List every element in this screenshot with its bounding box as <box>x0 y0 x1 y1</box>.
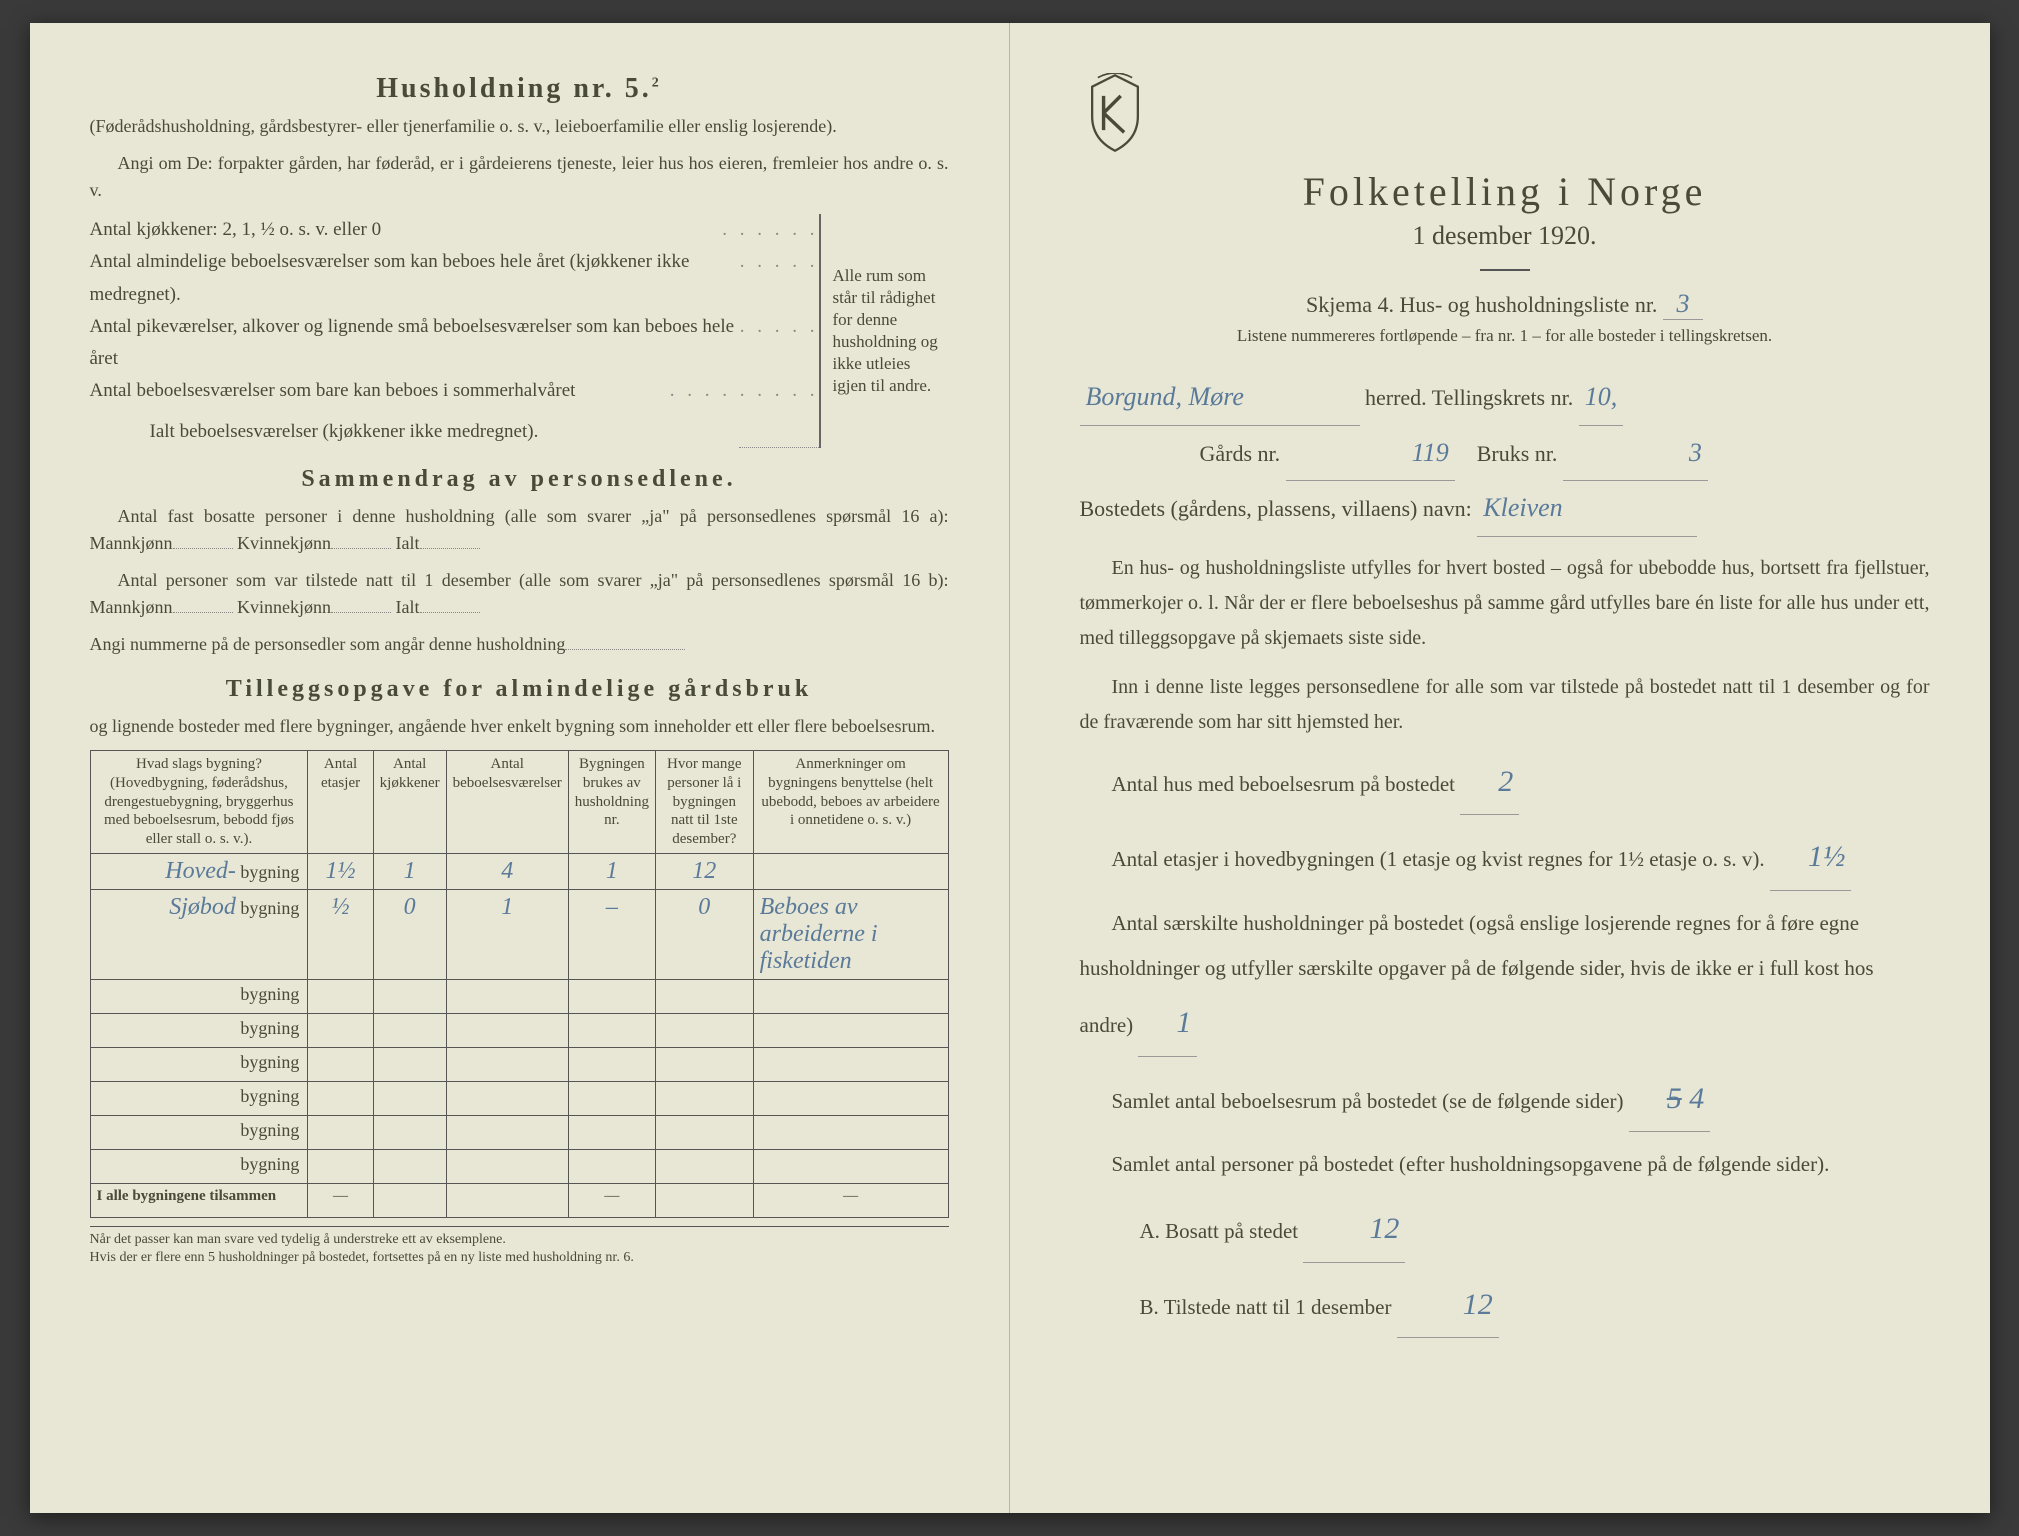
rooms-group: Antal kjøkkener: 2, 1, ½ o. s. v. eller … <box>90 214 949 448</box>
th-1: Antal etasjer <box>308 751 373 854</box>
heading-text: Husholdning nr. 5. <box>376 73 652 104</box>
summary1c: Ialt <box>396 533 420 553</box>
table-row: bygning <box>90 1081 948 1115</box>
gards-line: Gårds nr. 119 Bruks nr. 3 <box>1080 426 1930 482</box>
left-page: Husholdning nr. 5.2 (Føderådshusholdning… <box>30 23 1010 1513</box>
summary1b: Kvinnekjønn <box>237 533 331 553</box>
schema-note: Listene nummereres fortløpende – fra nr.… <box>1080 326 1930 346</box>
a1: 2 <box>1460 750 1519 816</box>
rooms-total: Ialt beboelsesværelser (kjøkkener ikke m… <box>90 416 739 448</box>
qA: A. Bosatt på stedet 12 <box>1080 1197 1930 1263</box>
para2: Angi om De: forpakter gården, har føderå… <box>90 150 949 204</box>
gards-nr: 119 <box>1286 426 1455 482</box>
summary1a: Antal fast bosatte personer i denne hush… <box>90 506 949 553</box>
th-3: Antal beboelsesværelser <box>446 751 568 854</box>
kitchens-label: Antal kjøkkener: 2, 1, ½ o. s. v. eller … <box>90 214 723 246</box>
bosted-value: Kleiven <box>1477 481 1697 537</box>
table-row: bygning <box>90 1115 948 1149</box>
a4: 5 4 <box>1629 1067 1711 1133</box>
left-heading: Husholdning nr. 5.2 <box>90 73 949 105</box>
rooms2: Antal pikeværelser, alkover og lignende … <box>90 311 740 376</box>
a2: 1½ <box>1770 825 1852 891</box>
summary2b: Kvinnekjønn <box>237 597 331 617</box>
table-header-row: Hvad slags bygning? (Hovedbygning, føder… <box>90 751 948 854</box>
schema-nr: 3 <box>1663 289 1703 320</box>
summary2c: Ialt <box>396 597 420 617</box>
aA: 12 <box>1303 1197 1405 1263</box>
q1: Antal hus med beboelsesrum på bostedet 2 <box>1080 750 1930 816</box>
table-row: bygning <box>90 1149 948 1183</box>
th-5: Hvor mange personer lå i bygningen natt … <box>655 751 753 854</box>
aB: 12 <box>1397 1273 1499 1339</box>
q3: Antal særskilte husholdninger på bostede… <box>1080 901 1930 1057</box>
summary-numbers: Angi nummerne på de personsedler som ang… <box>90 631 949 658</box>
instructions-2: Inn i denne liste legges personsedlene f… <box>1080 670 1930 740</box>
coat-of-arms-icon <box>1080 73 1150 153</box>
brace-note: Alle rum som står til rådighet for denne… <box>819 214 949 448</box>
heading-sup: 2 <box>652 76 662 91</box>
th-2: Antal kjøkkener <box>373 751 446 854</box>
q4: Samlet antal beboelsesrum på bostedet (s… <box>1080 1067 1930 1133</box>
th-6: Anmerkninger om bygningens benyttelse (h… <box>753 751 948 854</box>
q5: Samlet antal personer på bostedet (efter… <box>1080 1142 1930 1187</box>
herred-value: Borgund, Møre <box>1080 370 1360 426</box>
qB: B. Tilstede natt til 1 desember 12 <box>1080 1273 1930 1339</box>
a3: 1 <box>1138 991 1197 1057</box>
divider <box>1480 269 1530 271</box>
building-table: Hvad slags bygning? (Hovedbygning, føder… <box>90 750 949 1218</box>
tillegg-sub: og lignende bosteder med flere bygninger… <box>90 713 949 740</box>
para1: (Føderådshusholdning, gårdsbestyrer- ell… <box>90 113 949 140</box>
document-spread: Husholdning nr. 5.2 (Føderådshusholdning… <box>30 23 1990 1513</box>
right-page: Folketelling i Norge 1 desember 1920. Sk… <box>1010 23 1990 1513</box>
summary-block2: Antal personer som var tilstede natt til… <box>90 567 949 621</box>
bruks-nr: 3 <box>1563 426 1708 482</box>
table-row: bygning <box>90 979 948 1013</box>
summary-heading: Sammendrag av personsedlene. <box>90 466 949 493</box>
instructions-1: En hus- og husholdningsliste utfylles fo… <box>1080 551 1930 656</box>
schema-line: Skjema 4. Hus- og husholdningsliste nr. … <box>1080 289 1930 320</box>
table-row: bygning <box>90 1047 948 1081</box>
krets-nr: 10, <box>1579 370 1624 426</box>
main-title: Folketelling i Norge <box>1080 168 1930 215</box>
table-row: Hoved- bygning1½14112 <box>90 853 948 889</box>
th-0: Hvad slags bygning? (Hovedbygning, føder… <box>90 751 308 854</box>
table-footnote: Når det passer kan man svare ved tydelig… <box>90 1226 949 1267</box>
bosted-line: Bostedets (gårdens, plassens, villaens) … <box>1080 481 1930 537</box>
tillegg-heading: Tilleggsopgave for almindelige gårdsbruk <box>90 676 949 703</box>
table-row: Sjøbod bygning½01–0Beboes av arbeiderne … <box>90 889 948 979</box>
rooms3: Antal beboelsesværelser som bare kan beb… <box>90 375 670 407</box>
summary2a: Antal personer som var tilstede natt til… <box>90 570 949 617</box>
summary-block: Antal fast bosatte personer i denne hush… <box>90 503 949 557</box>
table-sum-row: I alle bygningene tilsammen——— <box>90 1183 948 1217</box>
herred-line: Borgund, Møre herred. Tellingskrets nr. … <box>1080 370 1930 426</box>
th-4: Bygningen brukes av husholdning nr. <box>568 751 655 854</box>
q2: Antal etasjer i hovedbygningen (1 etasje… <box>1080 825 1930 891</box>
subtitle: 1 desember 1920. <box>1080 221 1930 251</box>
table-row: bygning <box>90 1013 948 1047</box>
rooms1: Antal almindelige beboelsesværelser som … <box>90 246 740 311</box>
